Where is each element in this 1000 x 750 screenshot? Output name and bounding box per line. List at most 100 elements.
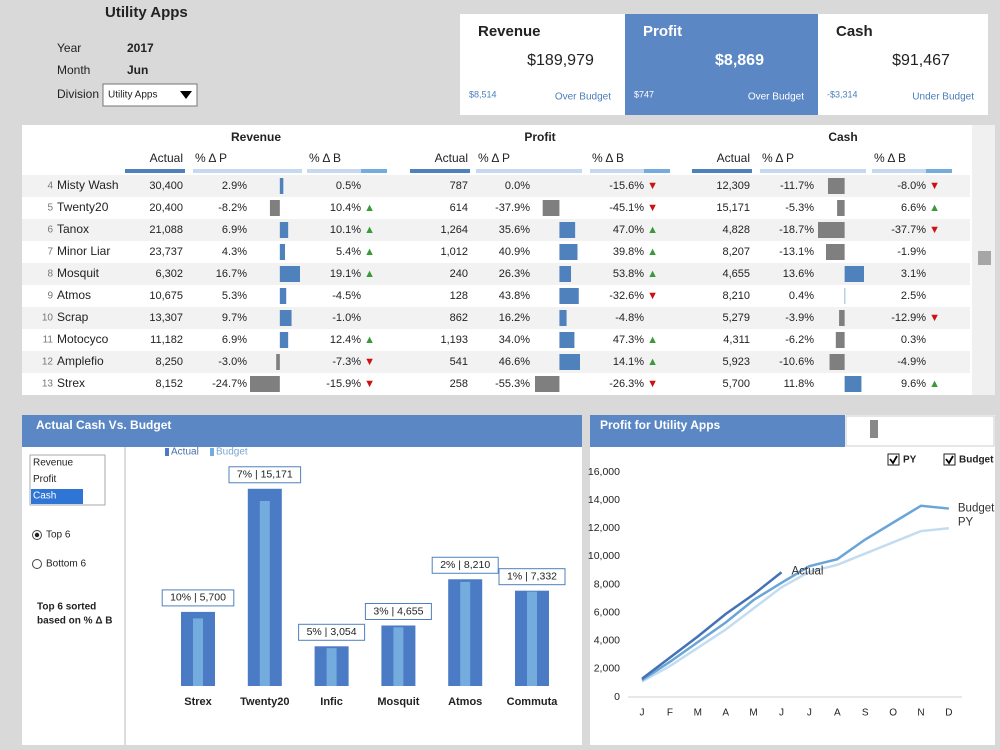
checkbox[interactable] xyxy=(943,453,956,466)
header-rule xyxy=(476,169,582,173)
cell: -8.0% ▼ xyxy=(897,180,940,192)
data-bar xyxy=(844,376,862,392)
checkbox-label[interactable]: Budget xyxy=(959,455,994,466)
column-header: % Δ B xyxy=(309,151,341,165)
list-item[interactable]: Cash xyxy=(33,491,56,502)
cell: 34.0% xyxy=(499,334,530,346)
cell: 14.1% ▲ xyxy=(613,356,658,368)
x-tick-label: M xyxy=(694,708,702,719)
row-rank: 11 xyxy=(43,335,54,346)
list-item[interactable]: Revenue xyxy=(33,458,73,469)
cell: 5.3% xyxy=(222,290,247,302)
column-header: Actual xyxy=(150,151,183,165)
kpi-variance: $8,514 xyxy=(469,89,497,99)
radio[interactable] xyxy=(32,559,42,569)
scroll-widget[interactable] xyxy=(845,415,995,447)
data-bar xyxy=(559,222,576,238)
kpi-title: Revenue xyxy=(478,23,541,40)
cell: 16.7% xyxy=(216,268,247,280)
cell: -1.0% xyxy=(332,312,361,324)
series-label: Budget xyxy=(958,503,995,515)
kpi-status: Over Budget xyxy=(555,92,611,103)
cell: 5,279 xyxy=(722,312,750,324)
cell: -4.8% xyxy=(615,312,644,324)
cell: -8.2% xyxy=(218,202,247,214)
column-header: Actual xyxy=(717,151,750,165)
x-tick-label: Strex xyxy=(184,696,212,708)
cell: -12.9% ▼ xyxy=(891,312,940,324)
note: Top 6 sorted xyxy=(37,602,96,613)
radio-label[interactable]: Top 6 xyxy=(46,530,71,541)
row-rank: 5 xyxy=(47,203,53,214)
row-rank: 10 xyxy=(42,313,54,324)
y-tick-label: 10,000 xyxy=(588,550,620,562)
dropdown-arrow[interactable] xyxy=(180,91,192,99)
x-tick-label: S xyxy=(862,708,869,719)
label-box xyxy=(161,589,235,607)
cell: -7.3% ▼ xyxy=(332,356,375,368)
checkmark[interactable] xyxy=(945,455,954,465)
data-bar xyxy=(276,354,280,370)
kpi-card xyxy=(625,14,818,115)
note: based on % Δ B xyxy=(37,616,113,627)
cell: 19.1% ▲ xyxy=(330,268,375,280)
legend-swatch xyxy=(210,448,214,456)
legend-swatch xyxy=(165,448,169,456)
column-header: % Δ B xyxy=(874,151,906,165)
cell: 10.4% ▲ xyxy=(330,202,375,214)
header-rule xyxy=(926,169,952,173)
series-label: Actual xyxy=(792,565,824,577)
cell: 0.3% xyxy=(901,334,926,346)
data-label: 2% | 8,210 xyxy=(440,559,490,571)
header-rule xyxy=(307,169,387,173)
label-box xyxy=(298,623,366,641)
data-bar xyxy=(279,332,289,348)
column-header: % Δ B xyxy=(592,151,624,165)
kpi-value: $189,979 xyxy=(527,52,594,69)
cell: 53.8% ▲ xyxy=(613,268,658,280)
cell: 35.6% xyxy=(499,224,530,236)
checkbox-label[interactable]: PY xyxy=(903,455,917,466)
bar xyxy=(193,618,203,686)
data-bar xyxy=(279,266,300,282)
column-header: % Δ P xyxy=(762,151,794,165)
cell: 6.9% xyxy=(222,334,247,346)
dropdown-value[interactable]: Utility Apps xyxy=(108,90,157,101)
field-label: Division xyxy=(57,87,99,101)
header-rule xyxy=(590,169,670,173)
x-tick-label: A xyxy=(834,708,841,719)
cell: 2.9% xyxy=(222,180,247,192)
radio-dot[interactable] xyxy=(34,532,40,538)
row-stripe xyxy=(22,219,970,241)
row-stripe xyxy=(22,307,970,329)
radio-label[interactable]: Bottom 6 xyxy=(46,559,86,570)
list-item[interactable]: Profit xyxy=(33,474,57,485)
checkmark[interactable] xyxy=(889,455,898,465)
cell: 0.0% xyxy=(505,180,530,192)
field-label: Month xyxy=(57,63,90,77)
scroll-thumb[interactable] xyxy=(978,251,991,265)
division-dropdown[interactable] xyxy=(102,83,198,107)
x-tick-label: M xyxy=(749,708,757,719)
checkbox[interactable] xyxy=(887,453,900,466)
dashboard-title: Utility Apps xyxy=(105,4,188,21)
cell: -3.0% xyxy=(218,356,247,368)
data-bar xyxy=(279,310,292,326)
series-label: PY xyxy=(958,516,974,528)
row-name: Tanox xyxy=(57,222,89,236)
cell: 15,171 xyxy=(716,202,750,214)
kpi-status: Over Budget xyxy=(748,92,804,103)
list-selection[interactable] xyxy=(31,489,83,504)
x-tick-label: A xyxy=(722,708,729,719)
cell: 39.8% ▲ xyxy=(613,246,658,258)
cell: 20,400 xyxy=(149,202,183,214)
cell: 26.3% xyxy=(499,268,530,280)
cell: 23,737 xyxy=(149,246,183,258)
kpi-card xyxy=(818,14,988,115)
kpi-title: Profit xyxy=(643,23,682,40)
scroll-thumb[interactable] xyxy=(870,420,878,438)
row-stripe xyxy=(22,175,970,197)
cell: -4.9% xyxy=(897,356,926,368)
cell: 3.1% xyxy=(901,268,926,280)
